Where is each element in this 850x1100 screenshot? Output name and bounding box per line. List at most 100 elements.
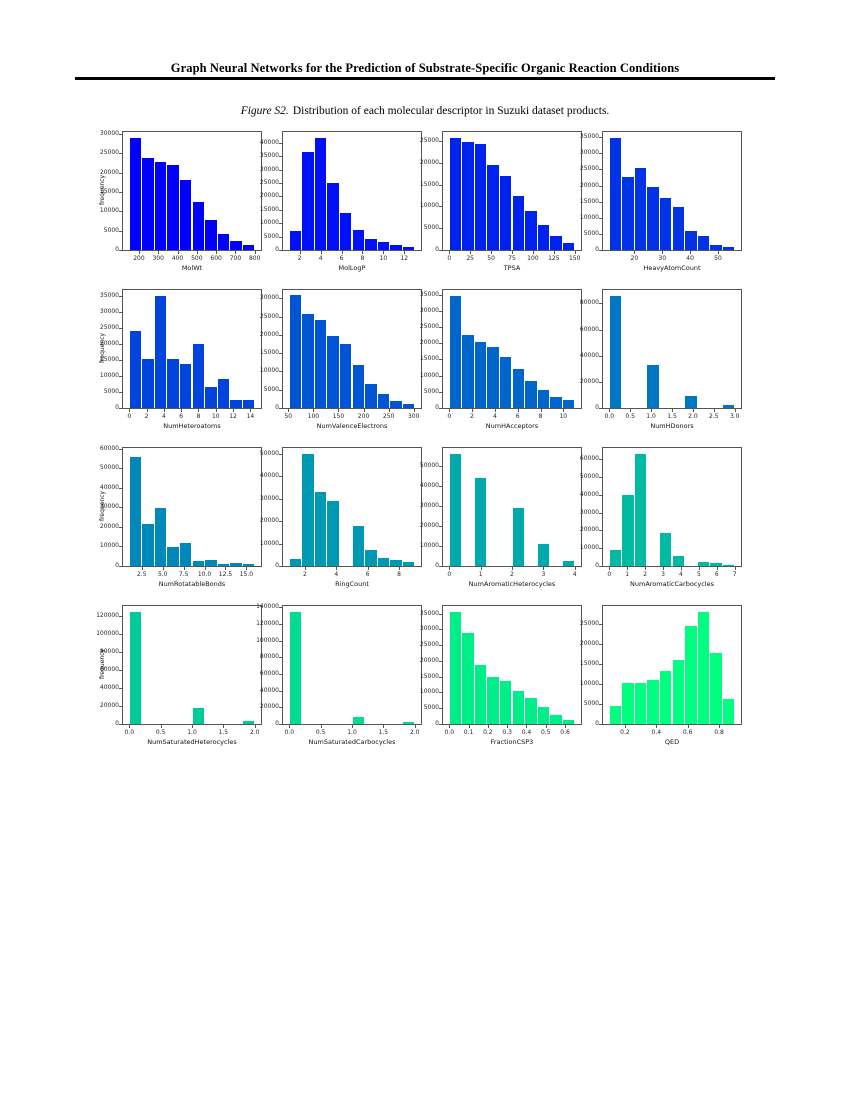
y-tick-label: 0 (275, 562, 279, 569)
y-tick-mark (119, 526, 122, 528)
x-tick-label: 50 (284, 413, 293, 420)
y-tick-mark (279, 142, 282, 144)
x-tick-mark (662, 251, 664, 254)
y-tick-mark (119, 172, 122, 174)
x-tick-label: 300 (152, 255, 164, 262)
subplot-heavyatomcount: 0 5000 10000 15000 20000 25000 30000 35000 20 30 4… (576, 126, 742, 284)
y-tick-mark (599, 664, 602, 666)
histogram-bar (487, 677, 499, 724)
histogram-bar (647, 186, 659, 250)
histogram-bar (314, 137, 327, 250)
y-tick-label: 0 (275, 404, 279, 411)
histogram-bar (474, 342, 487, 408)
y-tick-label: 10000 (419, 541, 439, 549)
y-tick-label: 10000 (419, 202, 439, 210)
y-tick-mark (279, 476, 282, 478)
plot-area (122, 605, 262, 725)
y-tick-mark (279, 298, 282, 300)
y-tick-label: 10000 (579, 680, 599, 688)
histogram-bar (352, 229, 365, 250)
y-tick-label: 20000 (259, 192, 279, 200)
x-tick-label: 0.1 (463, 729, 474, 736)
plot-area (282, 131, 422, 251)
x-tick-label: 7.5 (178, 571, 189, 578)
y-tick-label: 25000 (419, 137, 439, 145)
x-tick-mark (352, 725, 353, 728)
histogram-bar (230, 563, 242, 566)
histogram-bar (314, 320, 327, 408)
x-tick-label: 3 (661, 571, 665, 578)
histogram-bar (710, 563, 722, 566)
y-tick-label: 60000 (579, 455, 599, 463)
y-tick-label: 15000 (579, 660, 599, 668)
y-tick-label: 5000 (103, 226, 119, 234)
y-tick-label: 35000 (419, 290, 439, 298)
x-tick-mark (687, 725, 689, 728)
x-tick-mark (656, 725, 658, 728)
x-tick-mark (129, 409, 131, 412)
x-tick-mark (404, 251, 406, 254)
x-axis-label: NumHAcceptors (485, 422, 539, 430)
x-tick-mark (215, 409, 217, 412)
subplot-mollogp: 0 5000 10000 15000 20000 25000 30000 35000 40000… (256, 126, 422, 284)
y-tick-mark (439, 408, 442, 409)
histogram-bar (537, 389, 550, 408)
y-tick-mark (279, 169, 282, 171)
x-tick-label: 250 (382, 413, 395, 420)
x-tick-label: 0 (447, 255, 452, 262)
x-tick-mark (233, 409, 235, 412)
x-tick-mark (313, 409, 315, 412)
y-tick-label: 120000 (96, 612, 119, 620)
y-tick-mark (279, 353, 282, 355)
x-axis-label: QED (664, 738, 680, 746)
histogram-bar (609, 137, 622, 250)
x-tick-mark (609, 409, 611, 412)
histogram-bar (242, 721, 255, 724)
x-tick-mark (470, 251, 472, 254)
histogram-bar (129, 456, 142, 566)
histogram-bar (390, 245, 402, 250)
y-tick-label: 0 (435, 562, 439, 569)
x-tick-mark (254, 251, 256, 254)
y-tick-mark (279, 453, 282, 455)
x-tick-label: 3.0 (729, 413, 740, 420)
histogram-bar (487, 164, 499, 250)
x-tick-label: 10 (211, 413, 220, 420)
y-tick-mark (599, 566, 602, 567)
header-rule (75, 77, 775, 80)
x-tick-mark (718, 251, 719, 254)
y-tick-label: 10000 (259, 219, 279, 227)
x-tick-label: 8 (538, 413, 543, 420)
histogram-bar (302, 152, 314, 250)
y-tick-label: 30000 (579, 508, 599, 516)
y-tick-label: 25000 (579, 165, 599, 173)
histogram-bar (402, 722, 415, 724)
histogram-bar (537, 224, 550, 250)
subplot-numsaturatedheterocycles: 0 20000 40000 60000 80000 100000 120000 0.0 0.5 1… (96, 600, 262, 758)
x-tick-mark (472, 409, 474, 412)
x-tick-label: 300 (407, 413, 420, 420)
x-tick-label: 1.0 (347, 729, 357, 736)
y-tick-mark (439, 708, 442, 710)
histogram-bar (402, 403, 415, 408)
histogram-bar (205, 219, 217, 250)
histogram-bar (722, 564, 735, 566)
y-axis-label: frequency (99, 174, 106, 206)
y-tick-mark (599, 459, 602, 461)
y-tick-label: 15000 (579, 197, 599, 205)
x-tick-label: 2 (510, 571, 514, 578)
x-tick-label: 2.0 (409, 729, 420, 736)
subplot-numsaturatedcarbocycles: 0 20000 40000 60000 80000 100000 120000 140000 0… (256, 600, 422, 758)
x-tick-mark (468, 725, 470, 728)
figure-caption: Figure S2. Distribution of each molecular… (0, 105, 850, 117)
x-tick-mark (663, 567, 665, 570)
x-tick-mark (563, 409, 565, 412)
y-tick-mark (599, 169, 602, 171)
histogram-bar (179, 543, 192, 566)
histogram-bar (647, 364, 659, 408)
histogram-bar (722, 698, 735, 724)
plot-area (282, 289, 422, 409)
histogram-bar (609, 549, 622, 566)
y-tick-mark (279, 236, 282, 238)
y-tick-mark (279, 707, 282, 709)
